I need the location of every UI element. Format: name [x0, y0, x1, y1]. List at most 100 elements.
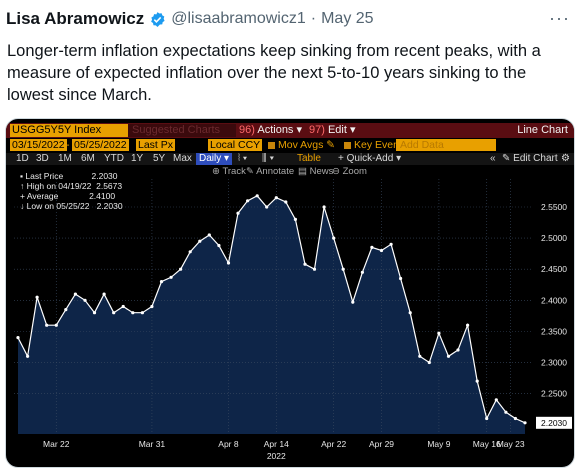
data-point [64, 308, 68, 312]
data-point [198, 239, 202, 243]
x-year-label: 2022 [267, 451, 286, 461]
data-point [360, 270, 364, 274]
end-date-field[interactable]: 05/25/2022 [72, 139, 129, 151]
data-point [351, 300, 355, 304]
x-tick-label: May 9 [427, 439, 450, 449]
data-point [54, 323, 58, 327]
frequency-select[interactable]: Daily ▾ [196, 153, 233, 165]
data-point [437, 331, 441, 335]
zoom-tool[interactable]: ⊖ Zoom [332, 166, 367, 177]
data-point [408, 311, 412, 315]
y-tick-label: 2.3500 [541, 326, 567, 336]
legend-last: ▪ Last Price 2.2030 [20, 171, 118, 181]
mov-avgs-toggle[interactable]: Mov Avgs ✎ [268, 139, 335, 151]
start-date-field[interactable]: 03/15/2022 [10, 139, 67, 151]
data-point [255, 194, 259, 198]
ticker-field[interactable]: USGG5Y5Y Index [10, 124, 128, 137]
data-point [284, 200, 288, 204]
tweet-image-card[interactable]: USGG5Y5Y Index Suggested Charts 96) Acti… [5, 118, 575, 468]
x-tick-label: May 23 [497, 439, 525, 449]
period-5y[interactable]: 5Y [153, 153, 166, 164]
quick-add-menu[interactable]: + Quick-Add ▾ [338, 153, 402, 164]
key-events-label: Key Events [354, 139, 408, 151]
data-point [236, 211, 240, 215]
edit-number: 97) [309, 124, 325, 136]
edit-chart-button[interactable]: ✎ Edit Chart [502, 153, 558, 164]
last-px-select[interactable]: Last Px [136, 139, 176, 151]
data-point [303, 262, 307, 266]
key-events-checkbox[interactable] [344, 141, 351, 149]
data-point [217, 243, 221, 248]
terminal-period-bar: 1D 3D 1M 6M YTD 1Y 5Y Max Daily ▾ ⦚ ▾ ⫼ … [6, 153, 574, 165]
annotate-label: Annotate [256, 166, 295, 177]
y-tick-label: 2.4500 [541, 264, 567, 274]
legend-high-label: High on 04/19/22 [26, 181, 92, 191]
legend-last-value: 2.2030 [91, 171, 118, 181]
period-3d[interactable]: 3D [36, 153, 49, 164]
x-tick-label: Apr 22 [321, 439, 346, 449]
tweet-date[interactable]: May 25 [321, 10, 374, 27]
data-point [159, 280, 164, 284]
data-point [26, 354, 30, 358]
currency-select[interactable]: Local CCY [208, 139, 263, 151]
data-point [389, 242, 393, 246]
edit-menu[interactable]: 97) Edit ▾ [309, 124, 356, 136]
tweet-text: Longer-term inflation expectations keep … [7, 42, 541, 104]
legend-high-value: 2.5673 [96, 181, 123, 191]
track-tool[interactable]: ⊕ Track [212, 166, 246, 177]
verified-badge-icon [151, 11, 165, 27]
data-point [102, 292, 106, 296]
data-point [475, 379, 479, 383]
data-point [274, 196, 278, 200]
data-point [112, 311, 116, 315]
terminal-tools-bar: ⊕ Track ✎ Annotate ▤ News ⊖ Zoom [6, 166, 574, 177]
data-point [427, 360, 431, 365]
data-point [485, 416, 489, 421]
data-point [370, 245, 374, 249]
price-chart[interactable]: 2.2500 2.3000 2.3500 2.4000 2.4500 2.5000 2.55… [6, 119, 575, 468]
data-point [35, 295, 39, 299]
data-point [121, 304, 125, 309]
collapse-icon[interactable]: « [490, 153, 496, 164]
data-point [399, 276, 403, 281]
period-max[interactable]: Max [173, 153, 192, 164]
legend-average: + Average 2.4100 [20, 191, 116, 201]
data-point [179, 267, 183, 271]
legend-low: ↓ Low on 05/25/22 2.2030 [20, 201, 123, 211]
y-tick-label: 2.2500 [541, 389, 567, 399]
data-point [188, 250, 192, 254]
settings-gear-icon[interactable]: ⚙ [561, 153, 570, 164]
data-point [379, 248, 384, 253]
frequency-label: Daily [199, 153, 222, 164]
edit-chart-label: Edit Chart [513, 153, 558, 164]
x-tick-label: Apr 8 [218, 439, 239, 449]
line-style-icon[interactable]: ⦚ ▾ [238, 153, 248, 164]
news-tool[interactable]: ▤ News [298, 166, 334, 177]
data-point [45, 323, 49, 327]
period-6m[interactable]: 6M [81, 153, 95, 164]
mov-avgs-checkbox[interactable] [268, 141, 275, 149]
suggested-charts-tab[interactable]: Suggested Charts [128, 124, 236, 137]
period-ytd[interactable]: YTD [104, 153, 124, 164]
key-events-toggle[interactable]: Key Events [344, 139, 407, 151]
zoom-label: Zoom [342, 166, 367, 177]
table-button[interactable]: Table [297, 153, 321, 164]
x-tick-label: Mar 22 [43, 439, 70, 449]
data-point [246, 199, 250, 203]
bar-style-icon[interactable]: ⫼ ▾ [262, 153, 275, 164]
data-point [332, 236, 336, 240]
author-handle[interactable]: @lisaabramowicz1 [171, 10, 306, 27]
legend-avg-value: 2.4100 [89, 191, 116, 201]
add-data-field[interactable]: Add Data [396, 139, 496, 151]
annotate-tool[interactable]: ✎ Annotate [246, 166, 295, 177]
more-options-icon[interactable]: ··· [549, 8, 570, 28]
legend-avg-label: Average [26, 191, 59, 201]
period-1y[interactable]: 1Y [131, 153, 144, 164]
author-name[interactable]: Lisa Abramowicz [6, 9, 145, 28]
data-point [83, 298, 87, 302]
period-1m[interactable]: 1M [58, 153, 72, 164]
period-1d[interactable]: 1D [16, 153, 29, 164]
actions-menu[interactable]: 96) Actions ▾ [239, 124, 303, 136]
tweet-header: Lisa Abramowicz @lisaabramowicz1 · May 2… [6, 6, 374, 32]
